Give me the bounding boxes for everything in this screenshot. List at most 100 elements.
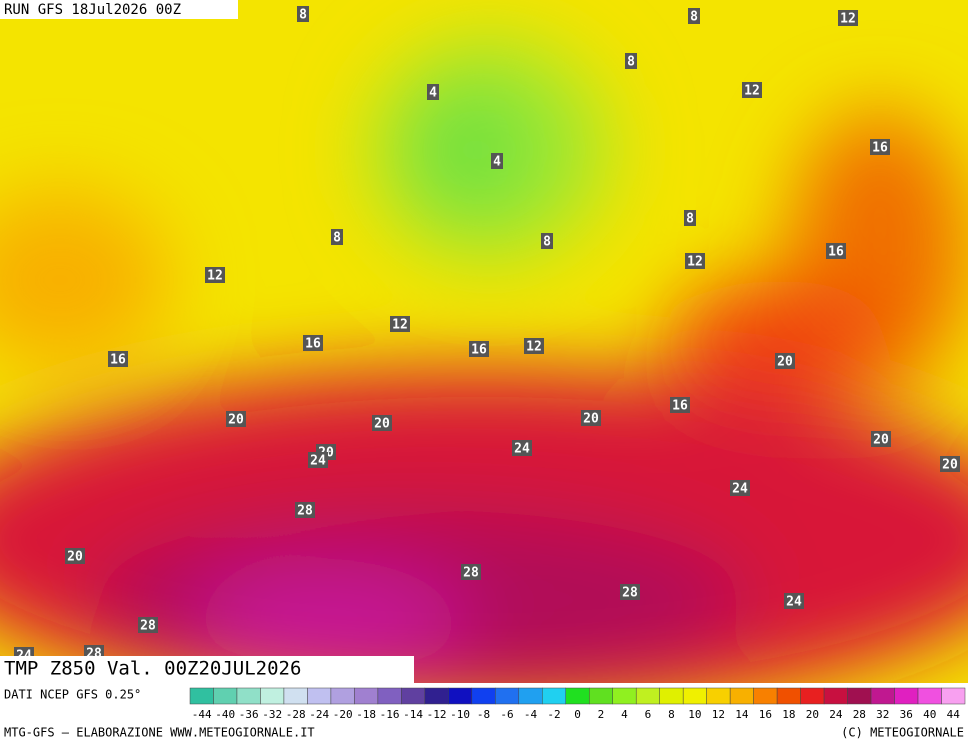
color-swatch [565,687,590,705]
contour-label-box [297,6,309,22]
contour-label: 8 [686,212,694,227]
scale-label: -14 [403,708,423,721]
scale-label: 44 [947,708,961,721]
contour-label-box [670,397,690,413]
scale-label: -32 [262,708,282,721]
scale-label: -44 [192,708,212,721]
contour-label: 24 [732,482,748,497]
contour-label-box [295,502,315,518]
scale-label: 12 [712,708,725,721]
color-swatch [776,687,801,705]
contour-label: 4 [493,155,501,170]
contour-label: 28 [622,586,638,601]
contour-label: 24 [310,454,326,469]
color-swatch [847,687,872,705]
contour-label: 12 [840,12,856,27]
color-scale: -44 -40 -36 -32 -28 -24 -20 -18 -16 -14 -12 -10 -8 -6… [189,687,966,721]
color-swatch [401,687,426,705]
map-title: TMP Z850 Val. 00Z20JUL2026 [4,658,301,680]
contour-label: 12 [687,255,703,270]
scale-label: 18 [782,708,795,721]
contour-label-box [205,267,225,283]
credit: MTG-GFS — ELABORAZIONE WWW.METEOGIORNALE… [4,726,315,740]
contour-label-box [625,53,637,69]
scale-label: -20 [333,708,353,721]
color-swatch [424,687,449,705]
copyright: (C) METEOGIORNALE [841,726,964,740]
contour-label-box [826,243,846,259]
scale-label: -36 [239,708,259,721]
color-swatch [283,687,308,705]
contour-label-box [491,153,503,169]
contour-label: 12 [207,269,223,284]
contour-label-box [684,210,696,226]
color-swatch [542,687,567,705]
contour-label: 16 [828,245,844,260]
contour-label: 12 [526,340,542,355]
contour-label-box [461,564,481,580]
color-swatch [635,687,660,705]
temperature-field [0,0,968,710]
scale-label: -40 [215,708,235,721]
contour-label-box [427,84,439,100]
contour-label: 20 [777,355,793,370]
run-box [0,0,238,19]
color-swatch [260,687,285,705]
color-swatch [330,687,355,705]
contour-label: 20 [583,412,599,427]
scale-label: 32 [876,708,889,721]
scale-label: 2 [598,708,605,721]
color-swatch [471,687,496,705]
contour-label: 24 [786,595,802,610]
scale-label: -8 [477,708,490,721]
color-swatch [706,687,731,705]
color-swatch [870,687,895,705]
scale-label: 20 [806,708,819,721]
color-swatch [941,687,966,705]
contour-label-box [940,456,960,472]
contour-label: 16 [872,141,888,156]
contour-label: 8 [333,231,341,246]
color-swatch [189,687,214,705]
color-swatch [682,687,707,705]
contour-label-box [730,480,750,496]
color-swatch [753,687,778,705]
scale-label: 10 [688,708,701,721]
contour-label: 16 [471,343,487,358]
contour-label: 28 [140,619,156,634]
contour-label: 12 [392,318,408,333]
color-swatch [518,687,543,705]
scale-label: 28 [853,708,866,721]
contour-label-box [685,253,705,269]
contour-label: 20 [873,433,889,448]
color-swatch [377,687,402,705]
contour-label-box [838,10,858,26]
contour-label: 16 [110,353,126,368]
color-swatch [495,687,520,705]
color-swatch [236,687,261,705]
contour-label: 20 [942,458,958,473]
contour-label: 8 [543,235,551,250]
scale-label: -18 [356,708,376,721]
contour-label-box [871,431,891,447]
color-swatch [823,687,848,705]
color-swatch [729,687,754,705]
scale-label: 16 [759,708,772,721]
scale-label: 6 [645,708,652,721]
color-swatch [307,687,332,705]
contour-label: 8 [627,55,635,70]
scale-label: 40 [923,708,936,721]
contour-label: 16 [305,337,321,352]
contour-label-box [541,233,553,249]
contour-label: 16 [672,399,688,414]
contour-labels: 8 8 12 8 4 12 4 16 8 8 8 16 12 12 12 16 12 16 16 20 20 20 20 16… [14,6,960,664]
contour-label-box [390,316,410,332]
color-swatch [213,687,238,705]
contour-label: 28 [463,566,479,581]
scale-label: 0 [574,708,581,721]
color-swatch [800,687,825,705]
color-swatch [917,687,942,705]
scale-label: 24 [829,708,843,721]
